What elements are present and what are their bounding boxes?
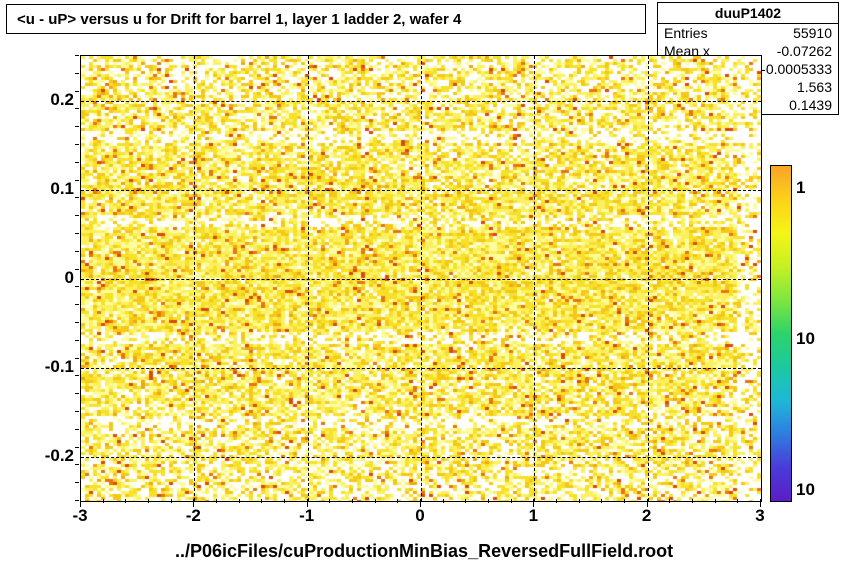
x-tick-mark (420, 499, 421, 507)
x-minor-tick (148, 499, 149, 503)
y-minor-tick (75, 251, 79, 252)
x-tick-label: 0 (415, 506, 424, 526)
y-minor-tick (75, 180, 79, 181)
stats-value: -0.07262 (777, 43, 832, 59)
x-minor-tick (239, 499, 240, 503)
x-minor-tick (488, 499, 489, 503)
y-minor-tick (75, 482, 79, 483)
y-minor-tick (75, 393, 79, 394)
x-minor-tick (692, 499, 693, 503)
colorbar-labels: 1 10 10 (796, 165, 841, 500)
x-tick-mark (533, 499, 534, 507)
y-minor-tick (75, 108, 79, 109)
plot-area (80, 55, 762, 502)
y-minor-tick (75, 126, 79, 127)
x-tick-label: -1 (299, 506, 314, 526)
y-minor-tick (75, 197, 79, 198)
y-minor-tick (75, 91, 79, 92)
y-minor-tick (75, 322, 79, 323)
y-minor-tick (75, 375, 79, 376)
y-tick-label: -0.1 (45, 357, 74, 377)
x-tick-mark (760, 499, 761, 507)
x-minor-tick (375, 499, 376, 503)
x-minor-tick (171, 499, 172, 503)
y-tick-label: 0.1 (50, 179, 74, 199)
x-tick-label: 2 (642, 506, 651, 526)
colorbar-label: 10 (796, 480, 815, 500)
x-minor-tick (715, 499, 716, 503)
x-minor-tick (125, 499, 126, 503)
x-tick-label: -3 (72, 506, 87, 526)
x-minor-tick (216, 499, 217, 503)
x-minor-tick (579, 499, 580, 503)
y-minor-tick (75, 411, 79, 412)
stats-value: 1.563 (797, 79, 832, 95)
stats-name: duuP1402 (658, 3, 838, 24)
heatmap-canvas (81, 56, 761, 501)
chart-title-box: <u - uP> versus u for Drift for barrel 1… (6, 4, 646, 34)
y-minor-tick (75, 429, 79, 430)
x-minor-tick (601, 499, 602, 503)
y-minor-tick (75, 144, 79, 145)
x-axis: -3-2-10123 (80, 500, 760, 530)
y-minor-tick (75, 233, 79, 234)
x-tick-mark (307, 499, 308, 507)
chart-title: <u - uP> versus u for Drift for barrel 1… (17, 11, 461, 28)
y-tick-label: 0 (65, 268, 74, 288)
y-minor-tick (75, 340, 79, 341)
y-minor-tick (75, 286, 79, 287)
x-tick-mark (647, 499, 648, 507)
x-minor-tick (261, 499, 262, 503)
y-minor-tick (75, 358, 79, 359)
y-minor-tick (75, 55, 79, 56)
x-minor-tick (397, 499, 398, 503)
colorbar (770, 165, 792, 502)
y-tick-label: 0.2 (50, 90, 74, 110)
y-minor-tick (75, 162, 79, 163)
y-minor-tick (75, 215, 79, 216)
x-tick-label: -2 (186, 506, 201, 526)
stats-row: Entries 55910 (658, 24, 838, 42)
x-minor-tick (556, 499, 557, 503)
x-minor-tick (284, 499, 285, 503)
y-minor-tick (75, 500, 79, 501)
colorbar-label: 1 (796, 178, 805, 198)
root-chart: <u - uP> versus u for Drift for barrel 1… (0, 0, 845, 568)
y-tick-label: -0.2 (45, 446, 74, 466)
x-minor-tick (352, 499, 353, 503)
x-minor-tick (669, 499, 670, 503)
x-tick-label: 3 (755, 506, 764, 526)
y-minor-tick (75, 304, 79, 305)
x-minor-tick (443, 499, 444, 503)
y-minor-tick (75, 447, 79, 448)
x-minor-tick (103, 499, 104, 503)
x-minor-tick (624, 499, 625, 503)
stats-label: Entries (664, 25, 708, 41)
stats-value: 0.1439 (789, 97, 832, 113)
colorbar-label: 10 (796, 329, 815, 349)
y-axis: -0.2 -0.1 0 0.1 0.2 (0, 55, 78, 500)
stats-value: 55910 (793, 25, 832, 41)
file-caption: ../P06icFiles/cuProductionMinBias_Revers… (175, 541, 673, 562)
y-minor-tick (75, 464, 79, 465)
x-tick-mark (80, 499, 81, 507)
x-minor-tick (329, 499, 330, 503)
x-minor-tick (511, 499, 512, 503)
x-tick-mark (193, 499, 194, 507)
y-minor-tick (75, 269, 79, 270)
x-tick-label: 1 (529, 506, 538, 526)
stats-value: -0.0005333 (761, 61, 832, 77)
x-minor-tick (465, 499, 466, 503)
x-minor-tick (737, 499, 738, 503)
y-minor-tick (75, 73, 79, 74)
